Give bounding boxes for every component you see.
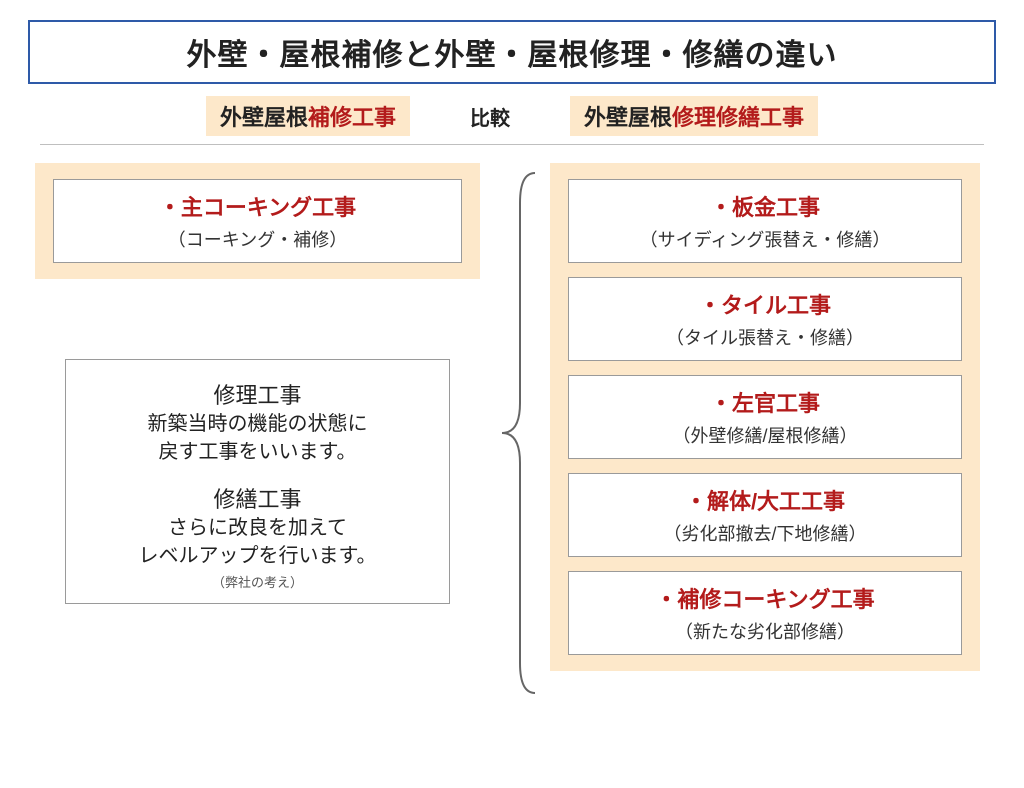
left-item: ・主コーキング工事 （コーキング・補修） — [53, 179, 462, 263]
right-item-2-title: ・左官工事 — [577, 386, 953, 418]
header-left-black: 外壁屋根 — [220, 105, 308, 130]
right-item-0: ・板金工事 （サイディング張替え・修繕） — [568, 179, 962, 263]
main-title-box: 外壁・屋根補修と外壁・屋根修理・修繕の違い — [28, 20, 996, 84]
header-compare: 比較 — [470, 102, 510, 131]
right-item-3-sub: （劣化部撤去/下地修繕） — [577, 520, 953, 546]
right-item-4-title: ・補修コーキング工事 — [577, 582, 953, 614]
right-item-4-sub: （新たな劣化部修繕） — [577, 618, 953, 644]
right-item-2-sub: （外壁修繕/屋根修繕） — [577, 422, 953, 448]
right-item-2: ・左官工事 （外壁修繕/屋根修繕） — [568, 375, 962, 459]
def-spacer — [84, 466, 431, 482]
def-note: （弊社の考え） — [84, 572, 431, 591]
main-title: 外壁・屋根補修と外壁・屋根修理・修繕の違い — [46, 30, 978, 74]
def1-line1: 新築当時の機能の状態に — [84, 410, 431, 438]
header-right: 外壁屋根修理修繕工事 — [570, 96, 818, 136]
left-peach-panel: ・主コーキング工事 （コーキング・補修） — [35, 163, 480, 279]
divider — [40, 144, 984, 145]
def1-line2: 戻す工事をいいます。 — [84, 438, 431, 466]
right-item-1-sub: （タイル張替え・修繕） — [577, 324, 953, 350]
left-item-sub: （コーキング・補修） — [62, 226, 453, 252]
right-item-1: ・タイル工事 （タイル張替え・修繕） — [568, 277, 962, 361]
header-left-red: 補修工事 — [308, 105, 396, 130]
right-item-1-title: ・タイル工事 — [577, 288, 953, 320]
left-item-title: ・主コーキング工事 — [62, 190, 453, 222]
right-stack: ・板金工事 （サイディング張替え・修繕） ・タイル工事 （タイル張替え・修繕） … — [568, 179, 962, 655]
left-column: ・主コーキング工事 （コーキング・補修） 修理工事 新築当時の機能の状態に 戻す… — [35, 163, 480, 671]
def1-title: 修理工事 — [84, 378, 431, 410]
right-peach-panel: ・板金工事 （サイディング張替え・修繕） ・タイル工事 （タイル張替え・修繕） … — [550, 163, 980, 671]
def2-line1: さらに改良を加えて — [84, 514, 431, 542]
def2-line2: レベルアップを行います。 — [84, 542, 431, 570]
brace-icon — [490, 163, 545, 703]
right-item-0-sub: （サイディング張替え・修繕） — [577, 226, 953, 252]
header-left: 外壁屋根補修工事 — [206, 96, 410, 136]
right-item-3: ・解体/大工工事 （劣化部撤去/下地修繕） — [568, 473, 962, 557]
def2-title: 修繕工事 — [84, 482, 431, 514]
main-area: ・主コーキング工事 （コーキング・補修） 修理工事 新築当時の機能の状態に 戻す… — [35, 163, 989, 671]
right-item-4: ・補修コーキング工事 （新たな劣化部修繕） — [568, 571, 962, 655]
definition-box: 修理工事 新築当時の機能の状態に 戻す工事をいいます。 修繕工事 さらに改良を加… — [65, 359, 450, 604]
right-item-3-title: ・解体/大工工事 — [577, 484, 953, 516]
right-item-0-title: ・板金工事 — [577, 190, 953, 222]
header-right-red: 修理修繕工事 — [672, 105, 804, 130]
right-column: ・板金工事 （サイディング張替え・修繕） ・タイル工事 （タイル張替え・修繕） … — [550, 163, 980, 671]
header-row: 外壁屋根補修工事 比較 外壁屋根修理修繕工事 — [40, 96, 984, 136]
header-right-black: 外壁屋根 — [584, 105, 672, 130]
